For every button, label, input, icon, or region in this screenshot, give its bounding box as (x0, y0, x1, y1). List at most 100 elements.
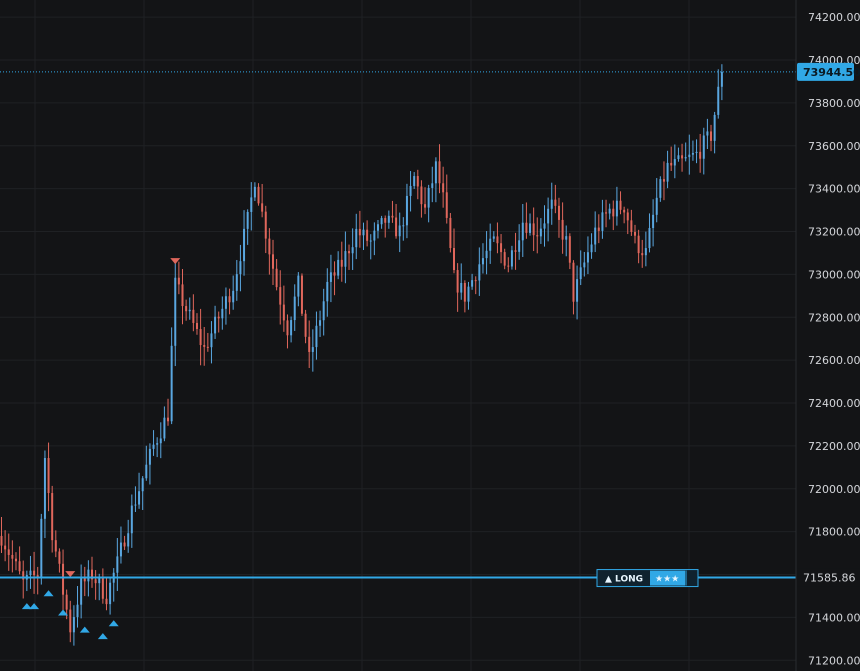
candle-body (507, 265, 510, 267)
level-price-tag (797, 568, 860, 587)
candle-body (413, 176, 416, 186)
candle-body (257, 186, 260, 204)
candle-body (630, 220, 633, 232)
candle-body (648, 228, 651, 249)
y-tick-label: 72200.00 (808, 440, 860, 453)
candle-body (0, 535, 3, 546)
candle-body (547, 208, 550, 224)
candle-body (590, 244, 593, 253)
candle-body (177, 277, 180, 285)
candle-body (445, 192, 448, 218)
candle-body (134, 504, 137, 506)
candle-body (536, 235, 539, 237)
candle-body (416, 176, 419, 187)
candle-body (565, 236, 568, 240)
candle-body (427, 187, 430, 208)
last-price-tag (797, 62, 854, 81)
candle-body (503, 252, 506, 266)
candle-body (601, 212, 604, 231)
candle-body (297, 275, 300, 297)
candle-body (235, 274, 238, 291)
candle-body (340, 259, 343, 267)
buy-signal-marker (79, 626, 90, 633)
candle-body (496, 236, 499, 244)
candle-body (282, 304, 285, 321)
candle-body (246, 211, 249, 229)
buy-signal-marker (29, 603, 40, 610)
candle-body (438, 161, 441, 184)
candle-body (351, 247, 354, 254)
candle-body (40, 518, 43, 577)
candle-body (228, 296, 231, 303)
candle-body (463, 282, 466, 302)
candle-body (568, 236, 571, 263)
candle-body (87, 569, 90, 582)
candle-body (348, 251, 351, 254)
y-tick-label: 72800.00 (808, 311, 860, 324)
candle-body (431, 183, 434, 188)
candle-body (138, 491, 141, 505)
candle-body (123, 542, 126, 547)
candle-body (7, 549, 10, 555)
position-badge[interactable]: ▲ LONG ★★★ (596, 569, 699, 588)
candle-body (659, 179, 662, 198)
candle-body (670, 162, 673, 166)
candle-body (192, 309, 195, 323)
candle-body (83, 578, 86, 582)
candle-body (65, 594, 68, 610)
candle-body (579, 267, 582, 280)
candle-body (366, 229, 369, 241)
y-tick-label: 72600.00 (808, 354, 860, 367)
price-tags: 73944.50 71585.86 (797, 62, 860, 587)
candle-body (322, 301, 325, 321)
candle-body (442, 183, 445, 193)
candle-body (644, 248, 647, 256)
candle-body (532, 223, 535, 236)
candle-body (18, 561, 21, 572)
badge-rating-label: ★★★ (655, 575, 679, 585)
candle-body (688, 154, 691, 158)
candle-body (58, 551, 61, 564)
y-tick-label: 72400.00 (808, 397, 860, 410)
candle-body (594, 227, 597, 245)
candle-body (362, 229, 365, 236)
candle-body (449, 217, 452, 249)
candle-body (43, 458, 46, 519)
candle-body (576, 279, 579, 302)
candle-body (22, 571, 25, 580)
candles (0, 64, 723, 646)
candle-body (673, 159, 676, 166)
candle-body (557, 205, 560, 220)
candle-body (116, 556, 119, 573)
candle-body (54, 540, 57, 552)
candle-body (681, 155, 684, 159)
candle-body (279, 287, 282, 305)
candle-body (666, 162, 669, 182)
candle-body (221, 308, 224, 319)
candle-body (677, 155, 680, 160)
candle-body (148, 448, 151, 465)
candle-body (554, 199, 557, 206)
candle-body (655, 197, 658, 215)
candle-body (206, 346, 209, 348)
candle-body (492, 236, 495, 239)
level-price-tag-text: 71585.86 (803, 572, 856, 585)
candle-body (391, 215, 394, 218)
candle-body (369, 240, 372, 242)
candle-body (561, 219, 564, 240)
last-price-tag-text: 73944.50 (803, 66, 860, 79)
sell-signal-marker (65, 571, 76, 578)
y-tick-label: 71800.00 (808, 526, 860, 539)
candle-body (434, 161, 437, 184)
candle-body (33, 570, 36, 576)
candle-body (489, 238, 492, 251)
candle-body (105, 598, 108, 605)
candle-body (315, 325, 318, 348)
candle-body (706, 131, 709, 136)
candle-body (467, 286, 470, 302)
candle-body (174, 277, 177, 346)
candle-body (623, 209, 626, 213)
candle-body (319, 320, 322, 326)
candle-body (214, 316, 217, 334)
